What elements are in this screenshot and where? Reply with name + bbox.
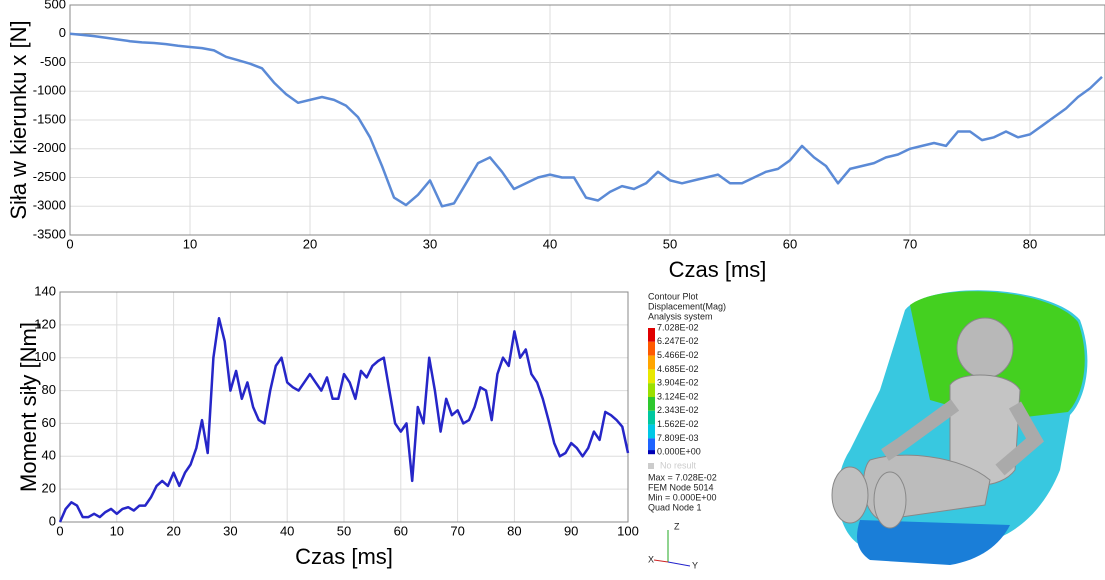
y-tick-label: -1500: [33, 111, 66, 126]
x-tick-label: 80: [1023, 236, 1037, 251]
x-tick-label: 60: [394, 523, 408, 538]
y-tick-label: 0: [49, 513, 56, 528]
legend-label: 7.809E-03: [657, 433, 699, 443]
model-view: [831, 290, 1088, 565]
legend-footer: Quad Node 1: [648, 502, 702, 512]
x-tick-label: 20: [166, 523, 180, 538]
legend-label: 7.028E-02: [657, 322, 699, 332]
legend-label: 3.124E-02: [657, 391, 699, 401]
x-tick-label: 0: [66, 236, 73, 251]
legend-label: 6.247E-02: [657, 336, 699, 346]
legend-footer: FEM Node 5014: [648, 482, 714, 492]
y-tick-label: 60: [42, 415, 56, 430]
x-tick-label: 10: [110, 523, 124, 538]
x-tick-label: 70: [903, 236, 917, 251]
legend-footer: Min = 0.000E+00: [648, 492, 717, 502]
x-tick-label: 40: [280, 523, 294, 538]
color-band: [648, 383, 655, 397]
legend-header: Contour Plot: [648, 291, 699, 301]
legend-label: 4.685E-02: [657, 364, 699, 374]
y-tick-label: -500: [40, 54, 66, 69]
color-band: [648, 369, 655, 384]
y-tick-label: -1000: [33, 83, 66, 98]
triad-label: X: [648, 554, 654, 564]
triad-label: Y: [692, 560, 698, 570]
plot-frame: [69, 4, 1105, 236]
x-tick-label: 90: [564, 523, 578, 538]
color-band: [648, 424, 655, 439]
data-line: [69, 32, 1103, 208]
color-band: [648, 410, 655, 425]
legend-label: 5.466E-02: [657, 350, 699, 360]
triad-axis: [667, 561, 691, 567]
y-tick-label: 120: [34, 316, 56, 331]
legend-label: 2.343E-02: [657, 405, 699, 415]
triad-label: Z: [674, 521, 680, 531]
x-axis-label: Czas [ms]: [295, 544, 393, 569]
legend-header: Analysis system: [648, 311, 713, 321]
y-tick-label: 140: [34, 283, 56, 298]
y-tick-label: -3500: [33, 226, 66, 241]
legend-header: Displacement(Mag): [648, 301, 726, 311]
legend-label: 1.562E-02: [657, 419, 699, 429]
color-band: [648, 328, 655, 342]
legend-label: 3.904E-02: [657, 378, 699, 388]
color-band: [648, 438, 655, 453]
color-band: [648, 450, 655, 455]
y-tick-label: 20: [42, 481, 56, 496]
no-result-swatch: [648, 463, 654, 469]
y-tick-label: 80: [42, 382, 56, 397]
triad-axis: [653, 559, 669, 563]
legend-footer: Max = 7.028E-02: [648, 472, 717, 482]
x-tick-label: 60: [783, 236, 797, 251]
x-tick-label: 30: [223, 523, 237, 538]
x-tick-label: 70: [450, 523, 464, 538]
y-tick-label: 0: [59, 25, 66, 40]
color-band: [648, 355, 655, 370]
x-tick-label: 50: [663, 236, 677, 251]
x-tick-label: 50: [337, 523, 351, 538]
color-band: [648, 397, 655, 411]
x-tick-label: 40: [543, 236, 557, 251]
legend-label: 0.000E+00: [657, 447, 701, 457]
y-tick-label: -3000: [33, 198, 66, 213]
y-tick-label: 40: [42, 448, 56, 463]
y-axis-label: Moment siły [Nm]: [16, 322, 41, 492]
x-tick-label: 30: [423, 236, 437, 251]
plot-frame: [59, 291, 629, 523]
x-tick-label: 0: [56, 523, 63, 538]
x-tick-label: 10: [183, 236, 197, 251]
y-tick-label: -2000: [33, 140, 66, 155]
y-axis-label: Siła w kierunku x [N]: [6, 20, 31, 219]
no-result-label: No result: [660, 460, 697, 470]
x-tick-label: 20: [303, 236, 317, 251]
y-tick-label: -2500: [33, 169, 66, 184]
color-band: [648, 341, 655, 356]
x-axis-label: Czas [ms]: [669, 257, 767, 282]
x-tick-label: 100: [617, 523, 639, 538]
y-tick-label: 100: [34, 349, 56, 364]
y-tick-label: 500: [44, 0, 66, 11]
data-line: [58, 317, 630, 523]
x-tick-label: 80: [507, 523, 521, 538]
